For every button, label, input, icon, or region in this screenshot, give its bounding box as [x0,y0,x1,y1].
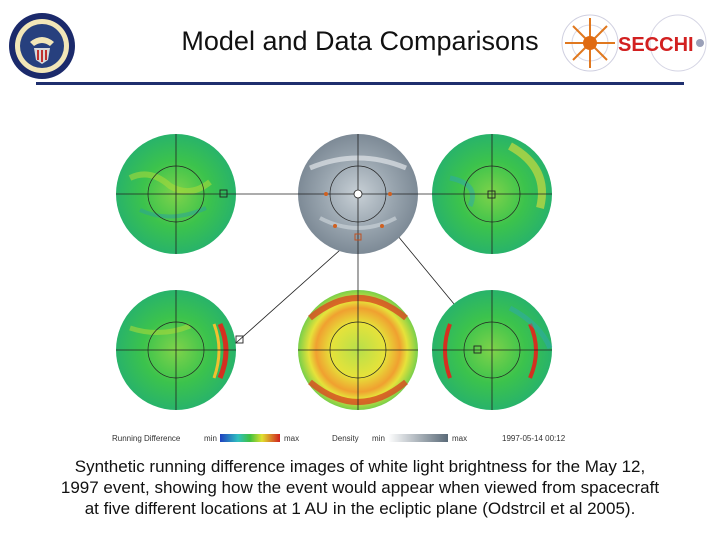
view-top-right [432,134,552,254]
view-bottom-left [116,290,244,410]
legend-density-min: min [372,434,385,443]
figure-legend: Running Difference min max Density min m… [112,434,566,443]
view-top-center [298,134,418,254]
secchi-logo-text: SECCHI [618,34,694,56]
title-divider [36,82,684,85]
caption-line: Synthetic running difference images of w… [74,457,646,476]
view-bottom-right [432,290,553,410]
navy-research-seal-icon [9,13,75,79]
simulation-figure: Running Difference min max Density min m… [112,134,566,443]
legend-density-max: max [452,434,467,443]
caption-line: at five different locations at 1 AU in t… [84,499,636,518]
legend-density-label: Density [332,434,359,443]
caption-line: 1997 event, showing how the event would … [60,478,660,497]
view-top-left [116,134,236,254]
legend-running-label: Running Difference [112,434,181,443]
secchi-logo: SECCHI [561,14,707,72]
density-colorbar [388,434,448,442]
legend-running-max: max [284,434,299,443]
figure-caption: Synthetic running difference images of w… [30,456,690,519]
slide-title: Model and Data Comparisons [181,26,539,56]
running-difference-colorbar [220,434,280,442]
view-bottom-center [298,290,418,410]
legend-timestamp: 1997-05-14 00:12 [502,434,566,443]
legend-running-min: min [204,434,217,443]
